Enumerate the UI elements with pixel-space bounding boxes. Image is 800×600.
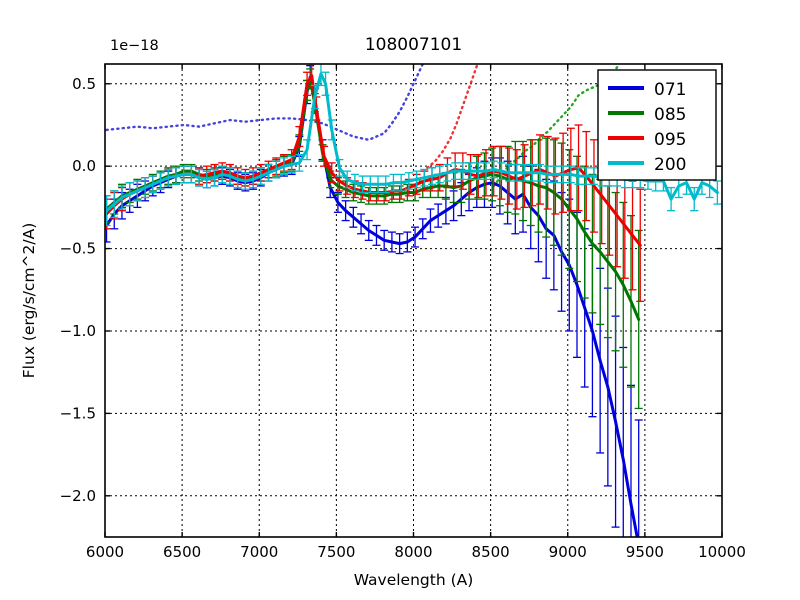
svg-text:−0.5: −0.5 xyxy=(60,240,96,258)
legend-item-095: 095 xyxy=(608,130,686,150)
svg-text:10000: 10000 xyxy=(698,543,746,561)
dotted-series-085-noise xyxy=(492,66,619,188)
svg-text:9000: 9000 xyxy=(549,543,587,561)
svg-text:7500: 7500 xyxy=(317,543,355,561)
legend-label-085: 085 xyxy=(654,105,686,125)
svg-text:0.0: 0.0 xyxy=(72,157,96,175)
x-axis-label: Wavelength (A) xyxy=(354,571,474,589)
legend: 071 085 095 200 xyxy=(597,69,717,181)
svg-text:−2.0: −2.0 xyxy=(60,487,96,505)
svg-text:0.5: 0.5 xyxy=(72,75,96,93)
plot-title: 108007101 xyxy=(365,35,462,55)
legend-item-200: 200 xyxy=(608,155,686,175)
svg-text:7000: 7000 xyxy=(240,543,278,561)
axis-ticks: 6000 6500 7000 7500 8000 8500 9000 9500 10000 0.5… xyxy=(60,64,746,561)
legend-label-095: 095 xyxy=(654,130,686,150)
grid-lines xyxy=(105,64,722,537)
svg-text:6500: 6500 xyxy=(163,543,201,561)
svg-text:8500: 8500 xyxy=(472,543,510,561)
svg-text:−1.5: −1.5 xyxy=(60,404,96,422)
svg-text:9500: 9500 xyxy=(626,543,664,561)
legend-item-085: 085 xyxy=(608,105,686,125)
legend-label-200: 200 xyxy=(654,155,686,175)
legend-label-071: 071 xyxy=(654,80,686,100)
svg-text:8000: 8000 xyxy=(394,543,432,561)
dotted-series-095-noise xyxy=(426,64,479,170)
legend-item-071: 071 xyxy=(608,80,686,100)
y-offset-text: 1e−18 xyxy=(110,38,159,54)
svg-text:6000: 6000 xyxy=(86,543,124,561)
svg-text:−1.0: −1.0 xyxy=(60,322,96,340)
y-axis-label: Flux (erg/s/cm^2/A) xyxy=(20,223,38,379)
